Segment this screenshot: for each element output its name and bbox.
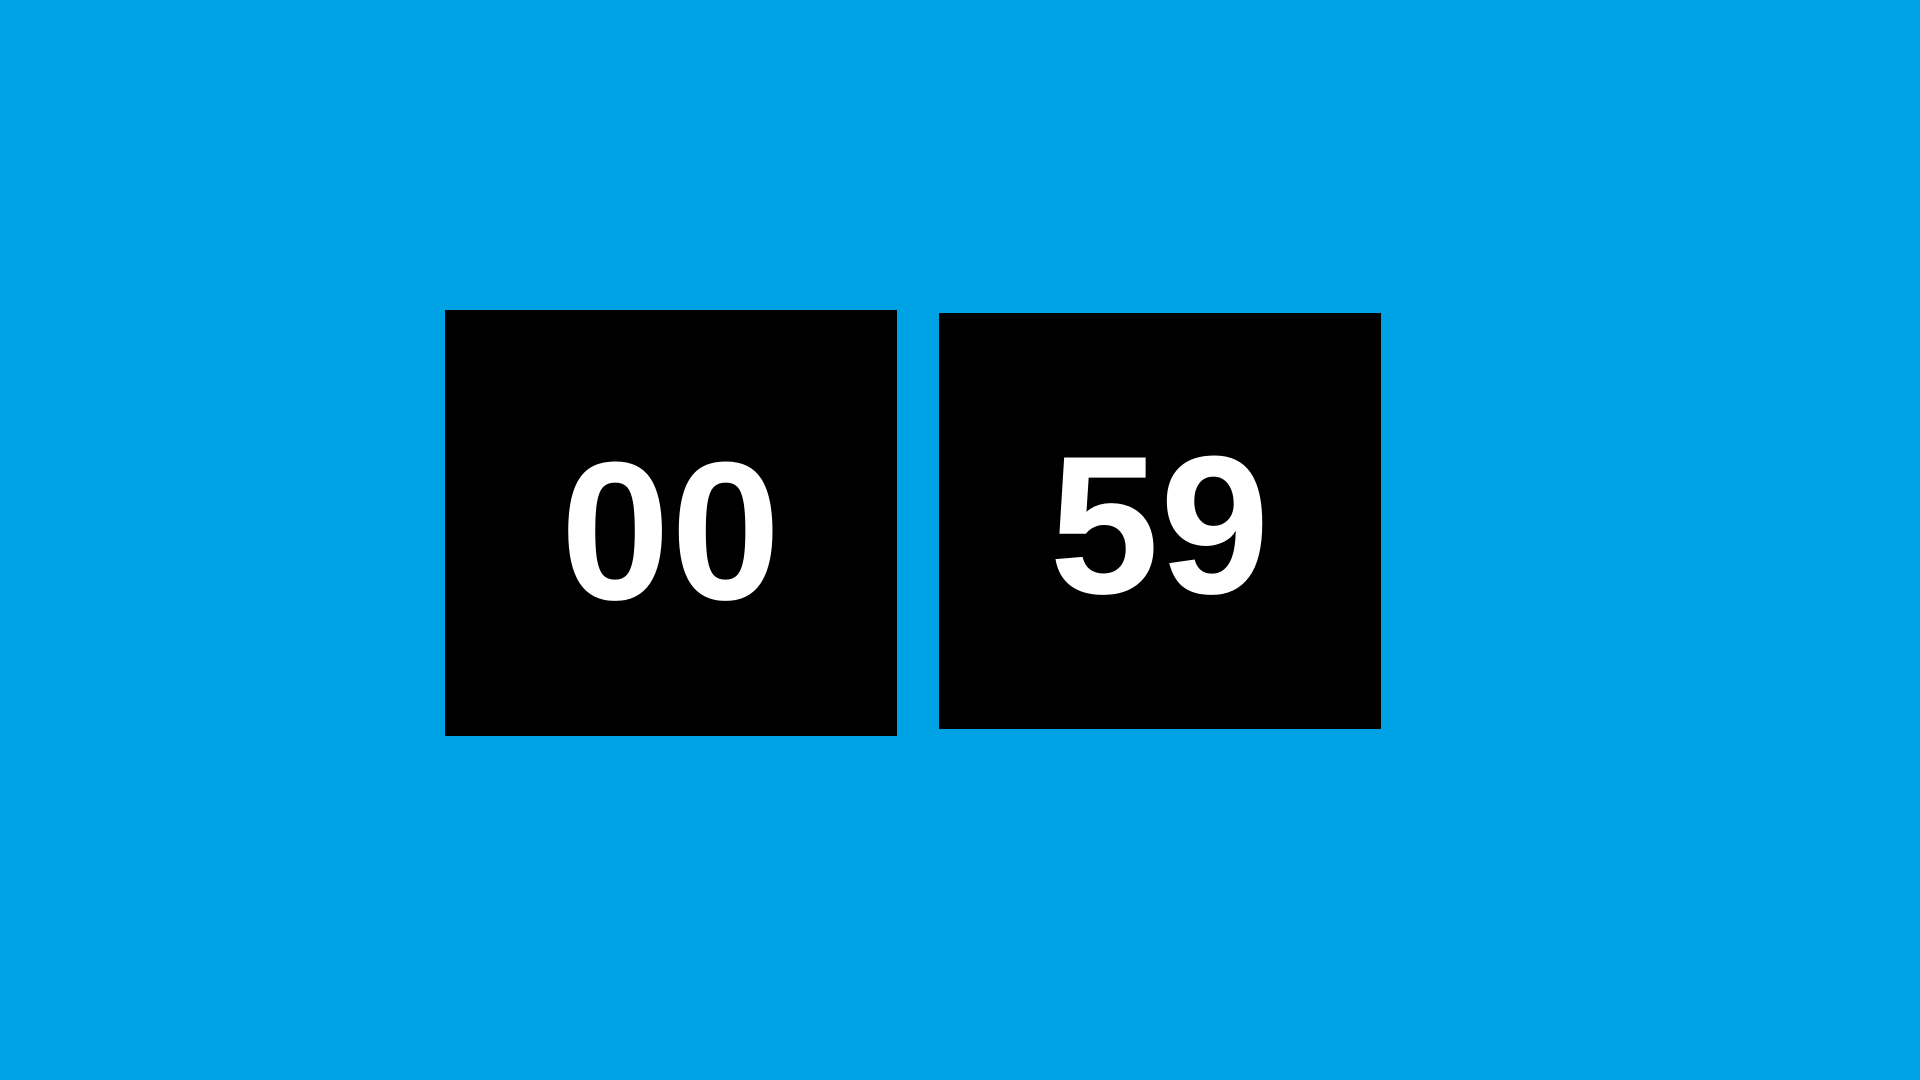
right-time-box: 59 (939, 313, 1381, 729)
left-time-value: 00 (560, 420, 782, 641)
left-time-box: 00 (445, 310, 897, 736)
right-time-value: 59 (1049, 414, 1271, 635)
